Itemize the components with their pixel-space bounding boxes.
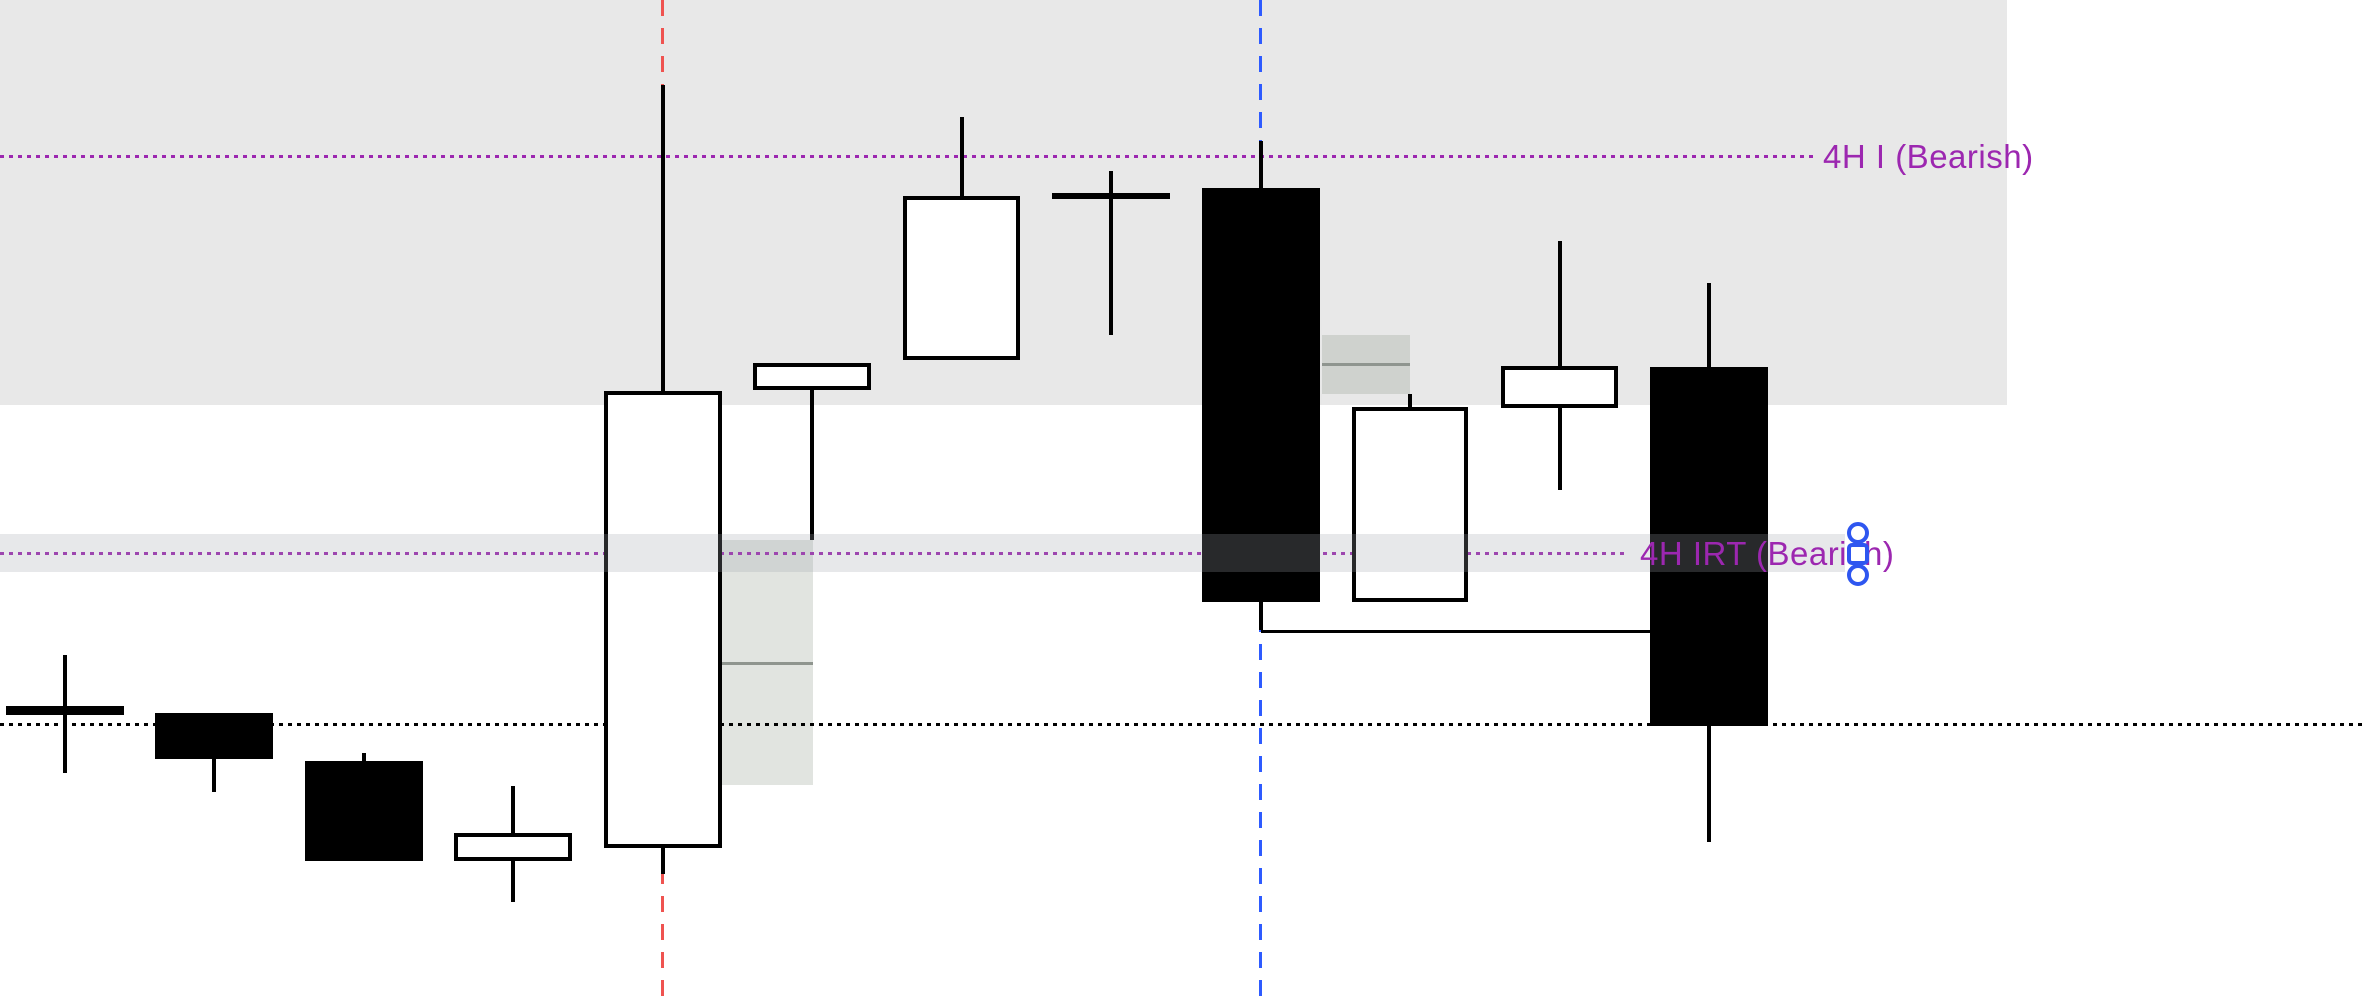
fvg-box — [1322, 335, 1410, 394]
bullish-candle-body — [604, 391, 722, 848]
candle-wick — [1558, 241, 1562, 490]
bullish-candle-body — [454, 833, 572, 861]
candle-wick — [1109, 171, 1113, 335]
black-dotted-level-line — [0, 723, 2364, 726]
bearish-candle-body — [1650, 367, 1768, 726]
doji-open-close-line — [1052, 193, 1170, 199]
drag-handle-circle[interactable] — [1847, 564, 1869, 586]
bullish-candle-body — [903, 196, 1020, 360]
candle-wick — [810, 363, 814, 540]
fvg-midline — [722, 662, 813, 665]
level-highlight-band — [0, 534, 1845, 572]
structure-connector-line — [1261, 630, 1650, 633]
level-label-4h-i-bearish: 4H I (Bearish) — [1823, 138, 2034, 176]
bullish-candle-body — [1352, 407, 1468, 602]
drag-handle-square[interactable] — [1847, 543, 1869, 565]
bearish-candle-body — [305, 761, 423, 861]
bearish-candle-body — [155, 713, 273, 759]
purple-dotted-level-line-mid[interactable] — [0, 552, 1625, 555]
drag-handle-circle[interactable] — [1847, 522, 1869, 544]
purple-dotted-level-line-top — [0, 155, 1813, 158]
fvg-midline — [1322, 363, 1410, 366]
bullish-candle-body — [1501, 366, 1618, 408]
bearish-candle-body — [6, 706, 124, 715]
bearish-candle-body — [1202, 188, 1320, 602]
fvg-box — [722, 540, 813, 785]
bullish-candle-body — [753, 363, 871, 390]
